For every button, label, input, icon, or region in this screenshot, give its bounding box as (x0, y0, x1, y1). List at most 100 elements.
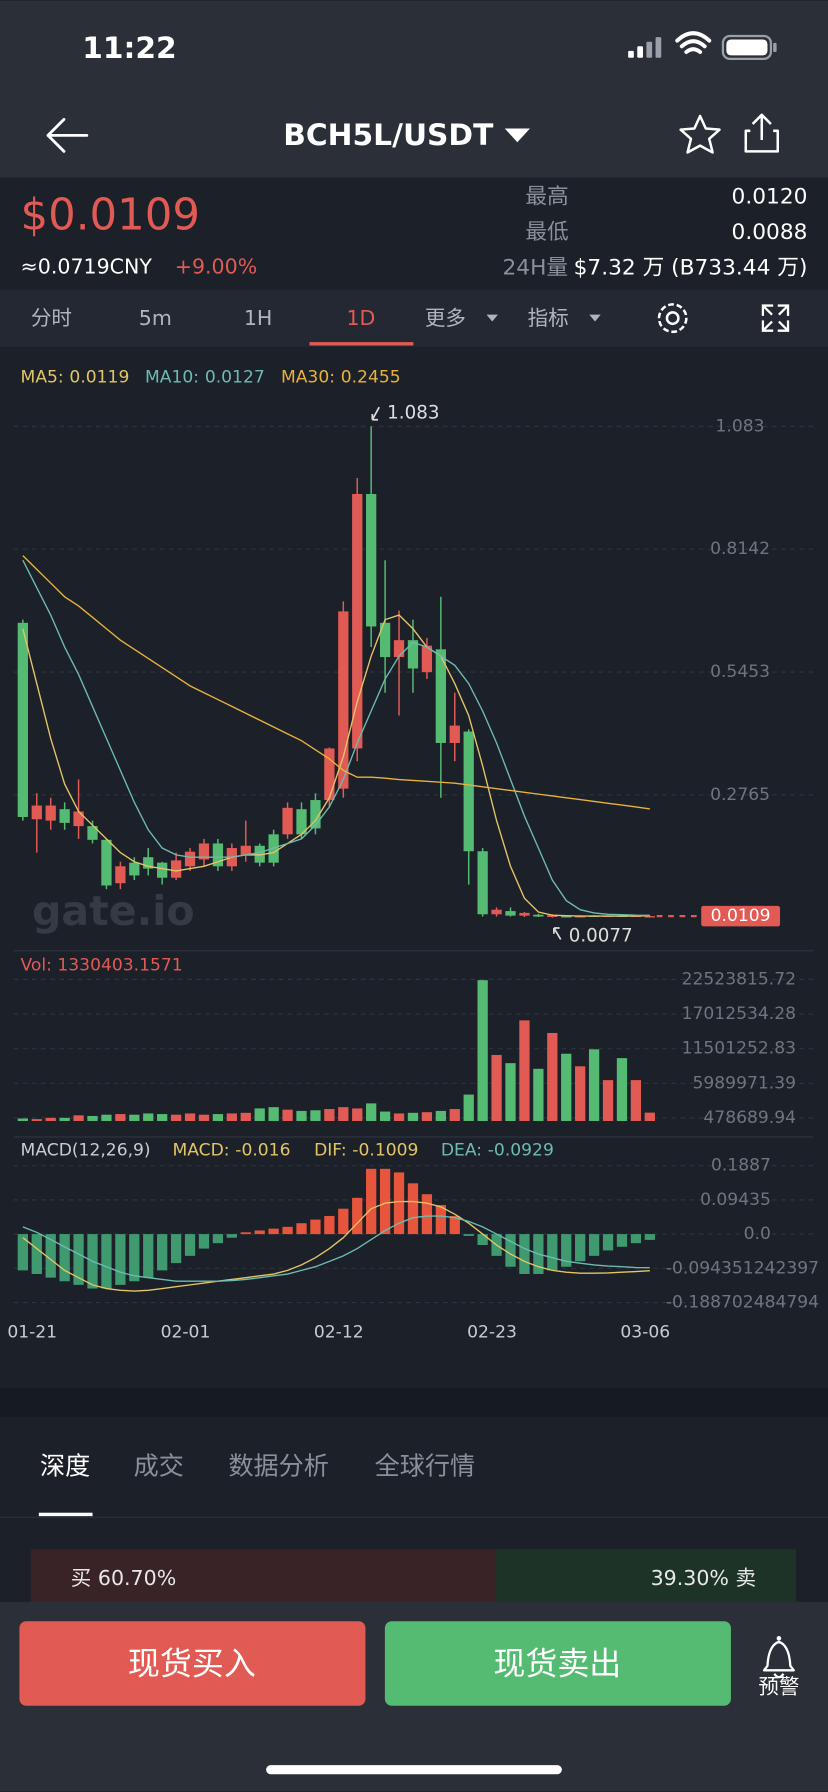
interval-tab[interactable]: 1D (346, 306, 375, 330)
interval-tab[interactable]: 1H (244, 306, 273, 330)
share-button[interactable] (744, 113, 780, 153)
back-button[interactable] (46, 117, 89, 153)
macd-bar (310, 1219, 321, 1235)
candle-body (561, 916, 572, 918)
clock: 11:22 (82, 31, 177, 66)
high-value: 0.0120 (732, 185, 808, 210)
buy-button[interactable] (19, 1621, 366, 1706)
volume-bar (505, 1063, 516, 1121)
signal-icon (628, 37, 662, 58)
volume-bar (45, 1117, 56, 1121)
candle-body (296, 809, 307, 835)
sell-button-label[interactable]: 现货卖出 (493, 1644, 621, 1682)
macd-bar (129, 1234, 140, 1282)
interval-tab[interactable]: 指标 (528, 306, 569, 330)
y-tick-label: 1.083 (716, 416, 765, 436)
info-tab[interactable]: 全球行情 (375, 1451, 475, 1480)
y-tick-label: 0.8142 (710, 539, 770, 559)
macd-bar (115, 1234, 126, 1285)
info-tab[interactable]: 成交 (134, 1451, 184, 1480)
macd-legend-value: -0.1009 (352, 1141, 418, 1161)
macd-bar (212, 1234, 224, 1244)
buy-button-label[interactable]: 现货买入 (128, 1644, 256, 1682)
candle-body (393, 640, 405, 658)
fullscreen-button[interactable] (761, 304, 790, 332)
macd-bar (561, 1234, 572, 1267)
alert-label[interactable]: 预警 (758, 1674, 799, 1698)
alert-icon-top (776, 1636, 782, 1641)
indicator-dropdown[interactable] (589, 314, 601, 322)
macd-legend: MACD(12,26,9) MACD: -0.016 DIF: -0.1009 DEA: -… (21, 1141, 554, 1161)
volume-24h-label: 24H量 (503, 255, 569, 280)
depth-ratio: 买 60.70% 39.30% 卖 (30, 1549, 797, 1602)
candle-body (491, 909, 502, 915)
ma-legend-label: MA30: (281, 368, 335, 388)
low-value: 0.0088 (732, 220, 808, 245)
sell-button[interactable] (384, 1621, 731, 1706)
volume-bar (324, 1109, 335, 1121)
macd-bar (101, 1234, 112, 1289)
max-arrow (371, 406, 380, 421)
y-tick-label: 11501252.83 (682, 1039, 796, 1059)
buy-ratio-bar (30, 1549, 496, 1602)
pair-title[interactable]: BCH5L/USDT (283, 118, 494, 153)
price-change: +9.00% (175, 255, 258, 279)
low-label: 最低 (525, 220, 568, 245)
volume-bar (352, 1108, 363, 1121)
candle-body (157, 862, 168, 878)
candle-body (366, 493, 377, 627)
active-info-tab-indicator (38, 1512, 93, 1517)
volume-legend-value: 1330403.1571 (57, 956, 182, 976)
wifi-icon (675, 31, 712, 55)
macd-bar (393, 1172, 405, 1235)
min-annotation: 0.0077 (569, 925, 633, 946)
interval-tabs: 分时 5m 1H 1D 更多 指标 (31, 306, 569, 346)
macd-bar (198, 1234, 210, 1249)
info-tab[interactable]: 数据分析 (228, 1451, 328, 1480)
macd-bar (17, 1234, 28, 1271)
volume-bar (547, 1032, 558, 1121)
info-tab[interactable]: 深度 (40, 1451, 90, 1480)
favorite-button[interactable] (679, 114, 721, 154)
y-tick-label: 17012534.28 (682, 1004, 796, 1024)
y-tick-label: 0.2765 (710, 785, 770, 805)
pair-dropdown[interactable] (504, 128, 530, 143)
macd-bar (449, 1215, 460, 1235)
macd-bar (588, 1234, 600, 1256)
candle-body (379, 622, 391, 658)
macd-bar (547, 1234, 558, 1271)
home-indicator (266, 1765, 562, 1775)
dif-line (22, 1200, 650, 1292)
max-annotation: 1.083 (387, 402, 439, 423)
settings-button[interactable] (657, 303, 688, 334)
x-tick-label: 02-01 (161, 1322, 211, 1342)
macd-bar (45, 1234, 56, 1278)
ma-legend-value: 0.0119 (69, 368, 129, 388)
sell-ratio-bar (495, 1549, 797, 1602)
interval-tab[interactable]: 5m (139, 306, 172, 330)
candle-body (575, 916, 586, 918)
x-tick-label: 03-06 (620, 1322, 670, 1342)
y-tick-label: 0.1887 (711, 1156, 771, 1176)
volume-bar (59, 1117, 70, 1121)
candle-body (198, 843, 210, 860)
macd-bar (240, 1232, 251, 1235)
ma-legend: MA5: 0.0119 MA10: 0.0127 MA30: 0.2455 (21, 368, 401, 388)
volume-bar (129, 1114, 140, 1121)
volume-bar (101, 1114, 112, 1121)
candle-body (547, 915, 558, 918)
interval-tab[interactable]: 分时 (31, 306, 72, 330)
active-tab-indicator (309, 342, 414, 346)
volume-bar (115, 1114, 126, 1121)
last-price-tag (701, 905, 781, 927)
macd-bar (407, 1183, 419, 1235)
alert-icon[interactable] (762, 1640, 795, 1679)
macd-bar (616, 1234, 628, 1247)
volume-bar (366, 1103, 377, 1121)
battery-icon (721, 34, 777, 61)
interval-tab[interactable]: 更多 (425, 306, 466, 330)
macd-bar (338, 1208, 349, 1235)
macd-bar (435, 1205, 446, 1235)
candle-body (87, 826, 98, 840)
more-dropdown[interactable] (486, 314, 498, 322)
